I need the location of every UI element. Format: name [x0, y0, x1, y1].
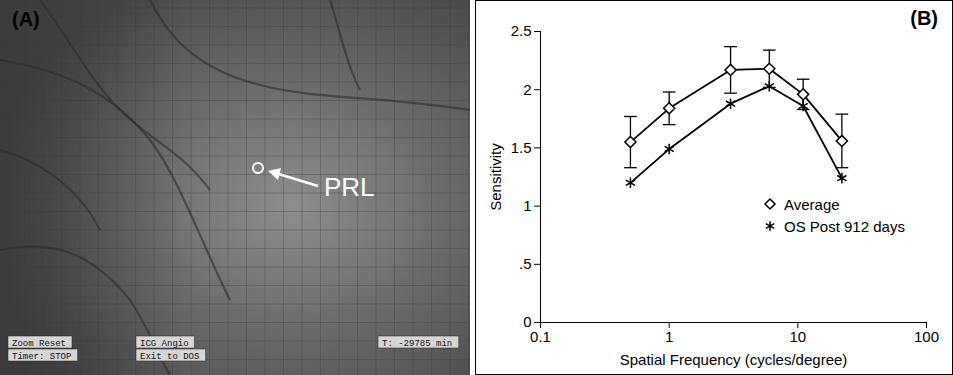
svg-text:Exit to DOS: Exit to DOS [140, 352, 199, 362]
svg-text:Sensitivity: Sensitivity [487, 143, 504, 211]
svg-text:Spatial Frequency (cycles/degr: Spatial Frequency (cycles/degree) [620, 351, 848, 368]
svg-text:1: 1 [523, 197, 531, 214]
svg-text:1.5: 1.5 [511, 139, 532, 156]
svg-text:.5: .5 [519, 255, 532, 272]
svg-text:100: 100 [914, 328, 939, 345]
svg-text:Timer: STOP: Timer: STOP [12, 352, 71, 362]
svg-text:2: 2 [523, 81, 531, 98]
html-text:(B): (B) [910, 7, 938, 29]
svg-text:0: 0 [523, 313, 532, 331]
svg-text:1: 1 [665, 328, 673, 345]
svg-text:PRL: PRL [324, 172, 375, 202]
svg-text:10: 10 [789, 328, 806, 345]
html-text:Average: Average [784, 195, 840, 213]
html-text:(A): (A) [12, 8, 40, 30]
html-text:OS Post 912 days: OS Post 912 days [784, 217, 905, 235]
svg-text:ICG Angio: ICG Angio [140, 339, 189, 349]
svg-text:T: -29785 min: T: -29785 min [382, 339, 452, 349]
svg-text:0.1: 0.1 [530, 328, 551, 345]
svg-text:Zoom Reset: Zoom Reset [12, 339, 66, 349]
svg-text:2.5: 2.5 [511, 22, 532, 39]
